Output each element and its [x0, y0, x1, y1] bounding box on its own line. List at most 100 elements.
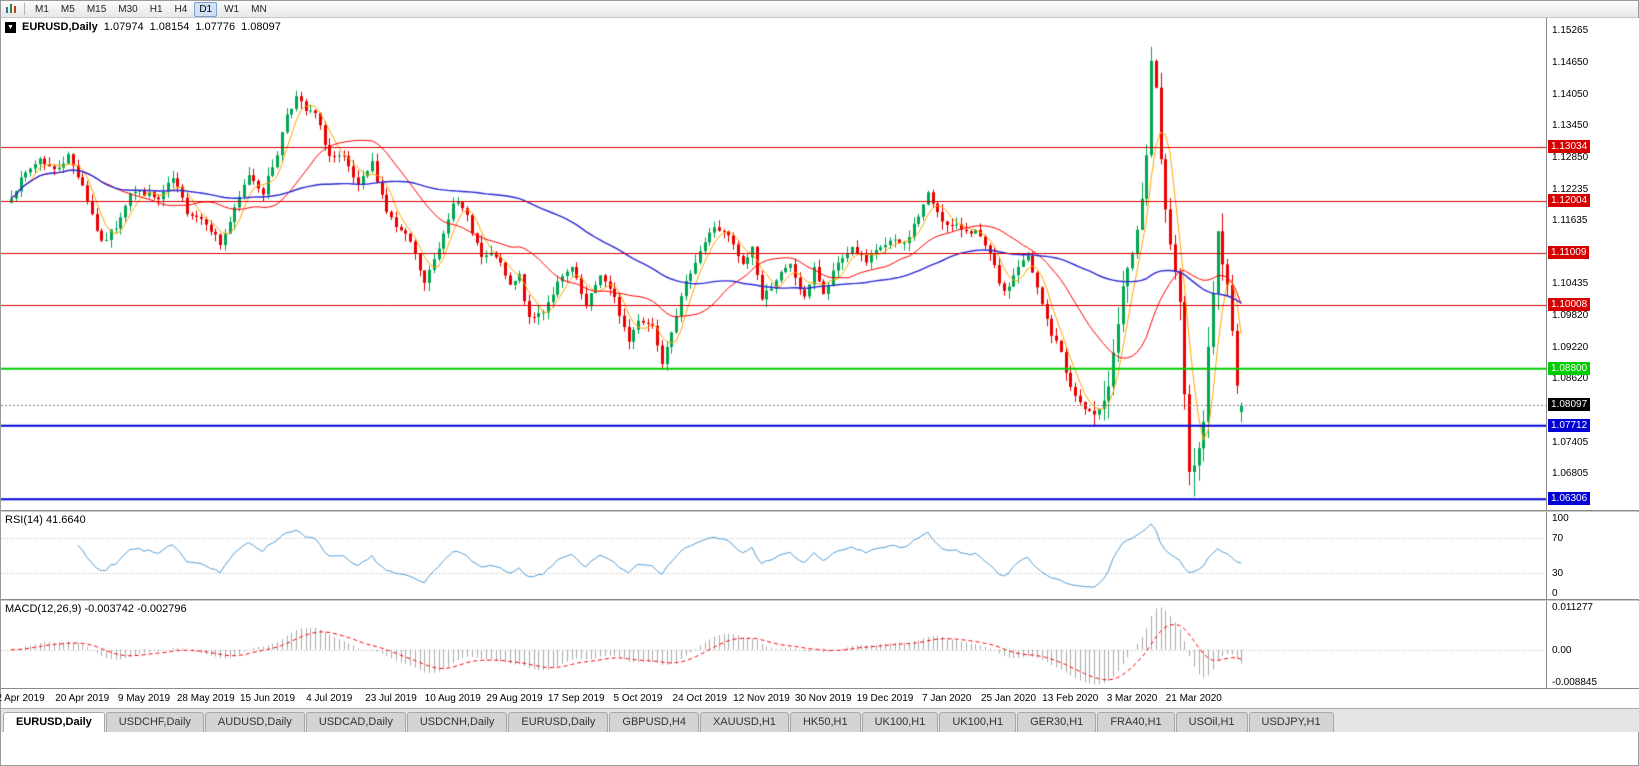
timeframe-buttons: M1 M5 M15 M30 H1 H4 D1 W1 MN [29, 1, 273, 17]
date-axis-label: 28 May 2019 [176, 693, 235, 704]
timeframe-button-mn[interactable]: MN [251, 3, 267, 15]
date-axis-label: 19 Dec 2019 [856, 693, 914, 704]
ohlc-high: 1.08154 [149, 21, 190, 33]
chart-tab-xauusd-h1[interactable]: XAUUSD,H1 [699, 712, 789, 732]
level-price-label: 1.06306 [1548, 492, 1591, 506]
rsi-axis[interactable]: 100 70 30 0 [1547, 512, 1639, 599]
macd-scale-label: 0.00 [1552, 644, 1572, 656]
price-axis-tick: 1.12235 [1552, 183, 1589, 195]
chart-tab-ger30-h1[interactable]: GER30,H1 [1017, 712, 1097, 732]
level-price-label: 1.10008 [1548, 298, 1591, 312]
date-axis-label: 17 Sep 2019 [547, 693, 605, 704]
timeframe-button-h1[interactable]: H1 [149, 3, 163, 15]
chart-header: ▼ EURUSD,Daily 1.07974 1.08154 1.07776 1… [5, 21, 281, 33]
chart-tab-usdchf-daily[interactable]: USDCHF,Daily [105, 712, 204, 732]
price-axis-tick: 1.09820 [1552, 310, 1589, 322]
timeframe-button-d1[interactable]: D1 [194, 1, 218, 17]
timeframe-button-m30[interactable]: M30 [118, 3, 138, 15]
chart-tab-usdcnh-daily[interactable]: USDCNH,Daily [406, 712, 508, 732]
date-axis-label: 30 Nov 2019 [794, 693, 852, 704]
ohlc-open: 1.07974 [103, 21, 144, 33]
panel-splitter[interactable] [1, 510, 1638, 512]
macd-scale-label: 0.011277 [1552, 602, 1593, 613]
price-axis-tick: 1.10435 [1552, 278, 1589, 290]
panel-splitter[interactable] [1, 599, 1638, 601]
toolbar-separator [24, 3, 25, 15]
date-axis-label: 5 Oct 2019 [613, 693, 663, 704]
chart-tab-audusd-daily[interactable]: AUDUSD,Daily [204, 712, 305, 732]
timeframe-button-m1[interactable]: M1 [35, 3, 49, 15]
axis-separator-line [1546, 18, 1547, 708]
rsi-panel: RSI(14) 41.6640 100 70 30 0 [1, 512, 1639, 599]
price-axis-tick: 1.11635 [1552, 215, 1588, 227]
date-axis-label: 15 Jun 2019 [239, 693, 296, 704]
price-axis-tick: 1.12850 [1552, 151, 1589, 163]
chart-tab-usdjpy-h1[interactable]: USDJPY,H1 [1248, 712, 1334, 732]
date-axis-label: 20 Apr 2019 [55, 693, 110, 704]
chart-tab-eurusd-daily[interactable]: EURUSD,Daily [508, 712, 609, 732]
date-axis-label: 3 Mar 2020 [1106, 693, 1158, 704]
chart-tab-hk50-h1[interactable]: HK50,H1 [789, 712, 861, 732]
date-axis-label: 7 Jan 2020 [922, 693, 972, 704]
ohlc-low: 1.07776 [195, 21, 236, 33]
date-axis-label: 13 Feb 2020 [1042, 693, 1099, 704]
expand-button[interactable]: ▼ [5, 21, 16, 33]
price-axis-tick: 1.09220 [1552, 341, 1589, 353]
timeframe-button-h4[interactable]: H4 [174, 3, 188, 15]
rsi-scale-label: 30 [1552, 567, 1564, 579]
date-axis-label: 21 Mar 2020 [1165, 693, 1222, 704]
current-price-label: 1.08097 [1548, 398, 1591, 412]
date-axis[interactable]: 2 Apr 2019 20 Apr 2019 9 May 2019 28 May 20… [0, 688, 1639, 708]
macd-panel: MACD(12,26,9) -0.003742 -0.002796 0.0112… [1, 601, 1639, 688]
ohlc-close: 1.08097 [241, 21, 281, 33]
rsi-title: RSI(14) 41.6640 [5, 514, 86, 526]
macd-axis[interactable]: 0.011277 0.00 -0.008845 [1547, 601, 1639, 688]
chart-type-icon[interactable] [5, 3, 19, 15]
main-chart-canvas[interactable] [1, 18, 1546, 510]
chart-tab-gbpusd-h4[interactable]: GBPUSD,H4 [609, 712, 699, 732]
rsi-scale-label: 100 [1552, 513, 1569, 524]
chart-tab-usoil-h1[interactable]: USOil,H1 [1175, 712, 1248, 732]
price-axis-tick: 1.14050 [1552, 88, 1589, 100]
macd-scale-label: -0.008845 [1552, 677, 1598, 688]
price-axis-tick: 1.07405 [1552, 436, 1589, 448]
level-price-label: 1.12004 [1548, 193, 1591, 207]
date-axis-label: 10 Aug 2019 [424, 693, 481, 704]
date-axis-label: 29 Aug 2019 [486, 693, 543, 704]
price-axis[interactable]: 1.15265 1.14650 1.14050 1.13450 1.12850 1.122… [1547, 18, 1639, 510]
date-axis-label: 9 May 2019 [117, 693, 171, 704]
timeframe-button-m15[interactable]: M15 [86, 3, 107, 15]
date-axis-label: 4 Jul 2019 [306, 693, 353, 704]
chart-tab-fra40-h1[interactable]: FRA40,H1 [1097, 712, 1175, 732]
price-axis-tick: 1.08620 [1552, 373, 1589, 385]
date-axis-label: 24 Oct 2019 [672, 693, 727, 704]
timeframe-button-w1[interactable]: W1 [224, 3, 240, 15]
chart-symbol-label: EURUSD,Daily [22, 21, 98, 33]
macd-canvas[interactable] [1, 601, 1546, 688]
timeframe-toolbar: M1 M5 M15 M30 H1 H4 D1 W1 MN [1, 1, 1638, 18]
rsi-scale-label: 0 [1552, 588, 1558, 599]
date-axis-label: 23 Jul 2019 [365, 693, 417, 704]
rsi-canvas[interactable] [1, 512, 1546, 599]
price-axis-tick: 1.14650 [1552, 57, 1589, 69]
rsi-scale-label: 70 [1552, 533, 1564, 545]
macd-title: MACD(12,26,9) -0.003742 -0.002796 [5, 603, 187, 615]
level-price-label: 1.11009 [1548, 246, 1590, 260]
chart-tab-uk100-h1[interactable]: UK100,H1 [861, 712, 939, 732]
date-axis-label: 25 Jan 2020 [980, 693, 1037, 704]
level-price-label: 1.13034 [1548, 140, 1591, 154]
price-axis-tick: 1.13450 [1552, 120, 1589, 132]
timeframe-button-m5[interactable]: M5 [60, 3, 75, 15]
chart-tab-eurusd-daily[interactable]: EURUSD,Daily [3, 712, 105, 732]
level-price-label: 1.07712 [1548, 418, 1591, 432]
chart-tab-uk100-h1[interactable]: UK100,H1 [939, 712, 1017, 732]
level-price-label: 1.08800 [1548, 361, 1591, 375]
date-axis-label: 12 Nov 2019 [733, 693, 790, 704]
price-axis-tick: 1.15265 [1552, 25, 1589, 37]
chart-tab-usdcad-daily[interactable]: USDCAD,Daily [305, 712, 406, 732]
chart-tabbar: EURUSD,Daily USDCHF,Daily AUDUSD,Daily USDC… [1, 708, 1639, 732]
main-chart-area: ▼ EURUSD,Daily 1.07974 1.08154 1.07776 1… [1, 18, 1639, 510]
price-axis-tick: 1.06805 [1552, 468, 1589, 480]
date-axis-label: 2 Apr 2019 [0, 693, 45, 704]
